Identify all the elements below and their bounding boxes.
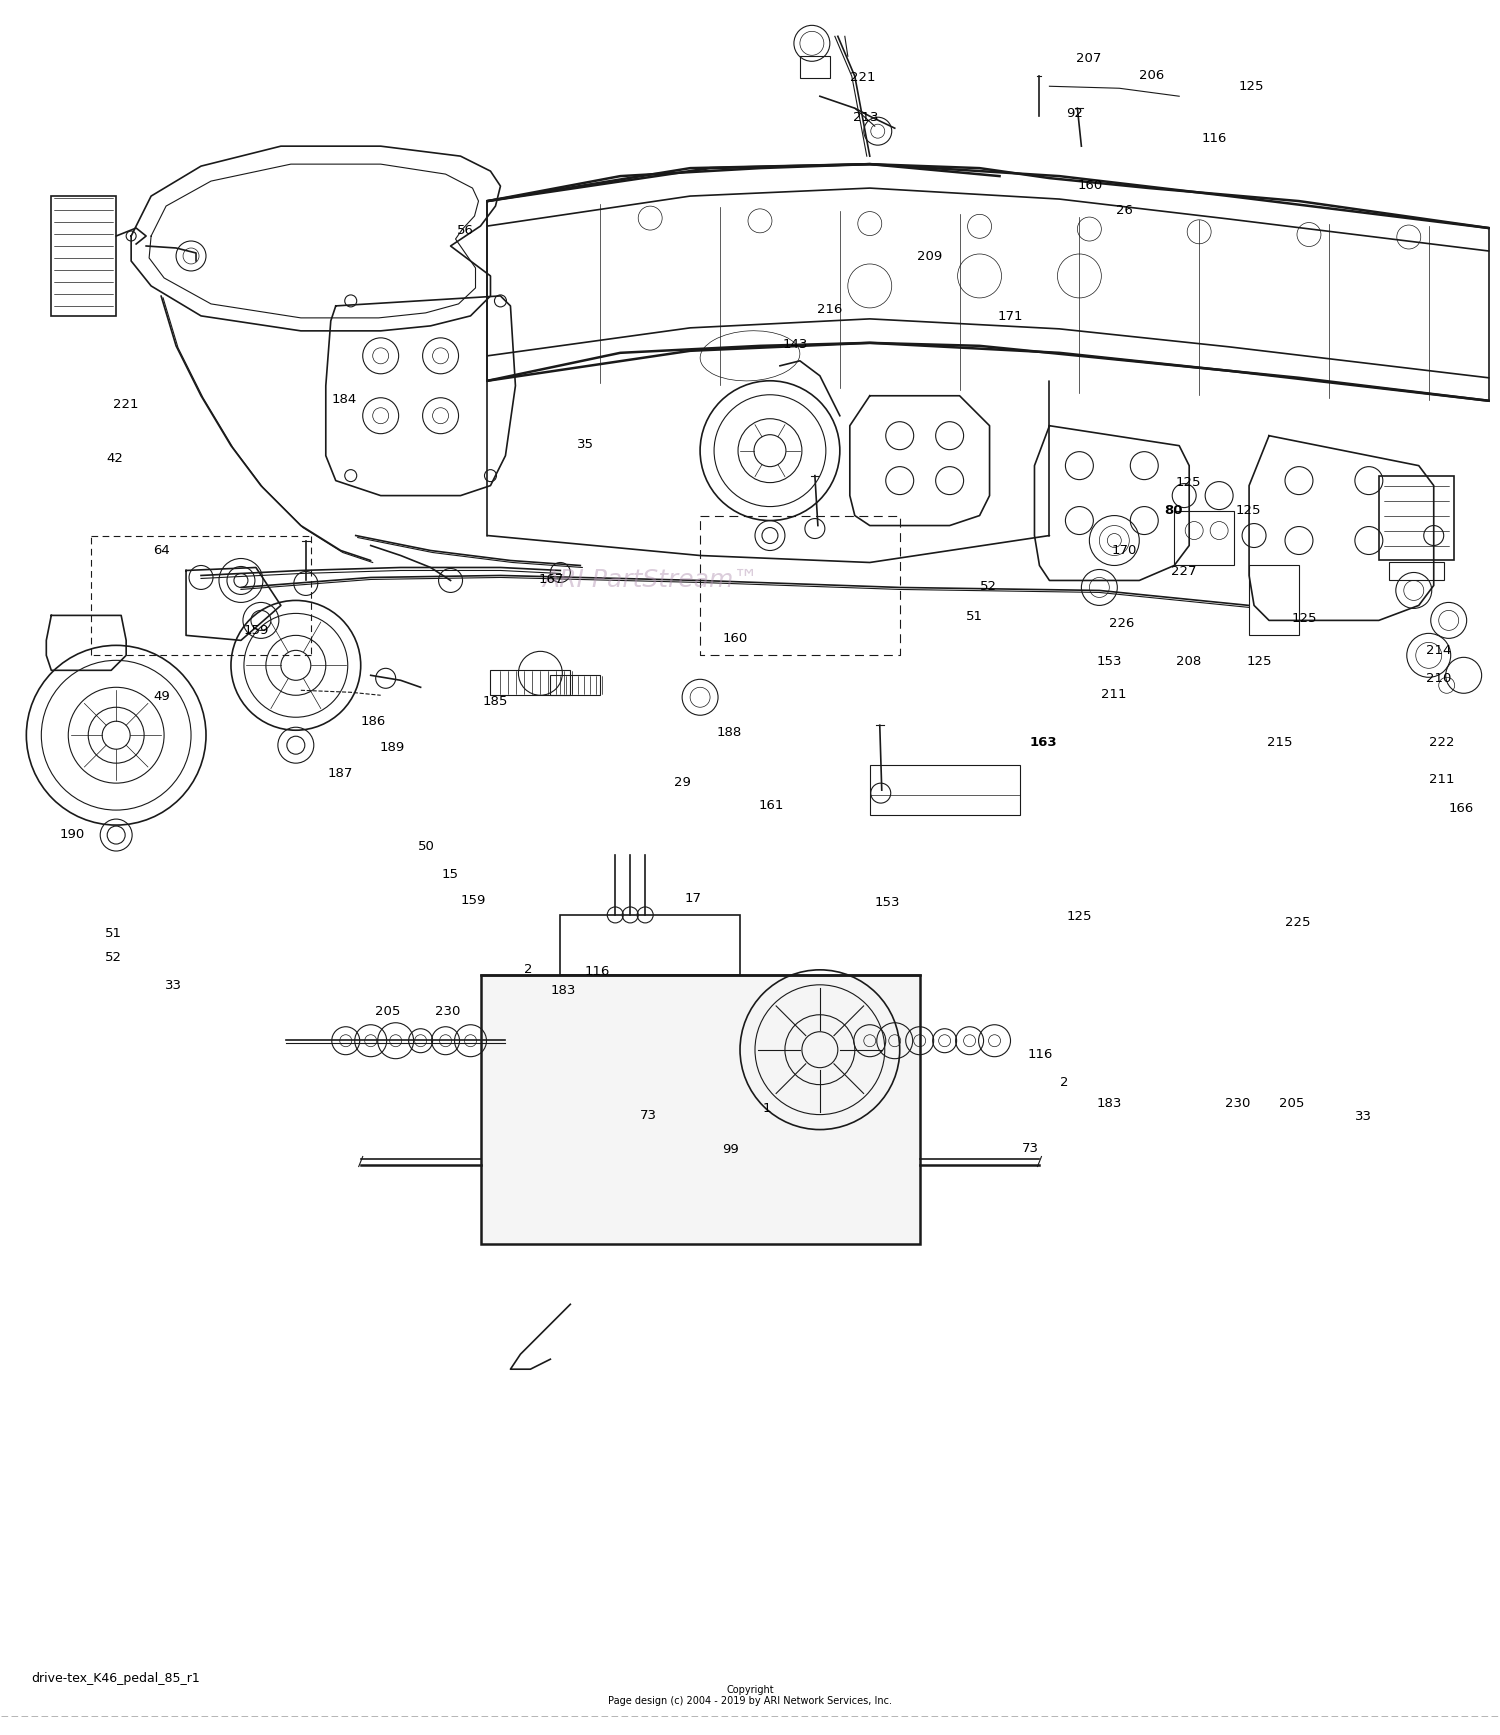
Text: 208: 208 <box>1176 654 1202 668</box>
Text: 205: 205 <box>1280 1097 1305 1110</box>
Text: 33: 33 <box>165 979 182 992</box>
Text: 73: 73 <box>1022 1142 1038 1154</box>
Text: 186: 186 <box>360 715 386 729</box>
Text: 230: 230 <box>1226 1097 1251 1110</box>
Text: 183: 183 <box>550 984 576 998</box>
Bar <box>490 670 570 696</box>
Text: 209: 209 <box>916 250 942 262</box>
Bar <box>51 196 116 316</box>
Bar <box>561 914 740 975</box>
Text: 183: 183 <box>1096 1097 1122 1110</box>
Text: 226: 226 <box>1108 616 1134 630</box>
Text: 159: 159 <box>243 623 268 637</box>
Text: 1: 1 <box>762 1102 771 1116</box>
Text: 207: 207 <box>1076 52 1101 64</box>
Text: 163: 163 <box>1029 736 1057 750</box>
Text: 92: 92 <box>1066 108 1083 120</box>
Text: 230: 230 <box>435 1005 460 1018</box>
Text: 52: 52 <box>105 951 122 965</box>
Text: 125: 125 <box>1292 611 1317 625</box>
Text: 51: 51 <box>966 609 982 623</box>
Bar <box>550 675 600 696</box>
Text: 185: 185 <box>483 694 508 708</box>
Bar <box>480 975 920 1244</box>
Text: 33: 33 <box>1356 1110 1372 1124</box>
Text: 80: 80 <box>1164 505 1184 517</box>
Bar <box>1174 510 1234 566</box>
Text: 29: 29 <box>674 776 692 789</box>
Text: 214: 214 <box>1426 644 1452 658</box>
Text: 161: 161 <box>759 798 783 812</box>
Text: 189: 189 <box>380 741 405 755</box>
Text: 171: 171 <box>998 311 1023 323</box>
Text: 221: 221 <box>849 71 874 83</box>
Text: 170: 170 <box>1112 545 1137 557</box>
Bar <box>1378 475 1454 560</box>
Text: 205: 205 <box>375 1005 400 1018</box>
Text: 15: 15 <box>442 868 459 881</box>
Text: 125: 125 <box>1236 505 1262 517</box>
Text: 153: 153 <box>1096 654 1122 668</box>
Text: 125: 125 <box>1176 477 1202 489</box>
Bar <box>870 765 1020 815</box>
Text: 125: 125 <box>1066 909 1092 923</box>
Text: 160: 160 <box>1077 179 1102 191</box>
Text: drive-tex_K46_pedal_85_r1: drive-tex_K46_pedal_85_r1 <box>32 1673 200 1685</box>
Text: 35: 35 <box>578 439 594 451</box>
Text: 159: 159 <box>460 894 486 907</box>
Text: 51: 51 <box>105 926 122 940</box>
Text: 211: 211 <box>1101 687 1126 701</box>
Text: 184: 184 <box>332 394 357 406</box>
Text: 116: 116 <box>1028 1048 1053 1062</box>
Text: 116: 116 <box>1202 132 1227 144</box>
Text: 166: 166 <box>1449 802 1474 815</box>
Bar <box>800 56 830 78</box>
Text: 227: 227 <box>1172 566 1197 578</box>
Text: 188: 188 <box>717 725 741 739</box>
Text: 211: 211 <box>1430 772 1455 786</box>
Text: 64: 64 <box>153 545 170 557</box>
Bar <box>1250 566 1299 635</box>
Text: ARI PartStream™: ARI PartStream™ <box>542 569 759 592</box>
Text: 160: 160 <box>723 632 747 645</box>
Text: 42: 42 <box>106 453 123 465</box>
Text: 56: 56 <box>458 224 474 236</box>
Bar <box>1389 562 1443 581</box>
Text: 225: 225 <box>1286 916 1311 930</box>
Text: 17: 17 <box>684 892 702 906</box>
Text: 206: 206 <box>1138 69 1164 82</box>
Text: 26: 26 <box>1116 205 1132 217</box>
Text: 190: 190 <box>58 828 84 841</box>
Text: 2: 2 <box>524 963 532 977</box>
Text: 221: 221 <box>112 399 138 411</box>
Text: 125: 125 <box>1246 654 1272 668</box>
Text: 52: 52 <box>980 581 996 593</box>
Text: 222: 222 <box>1430 736 1455 750</box>
Text: 125: 125 <box>1239 80 1264 92</box>
Text: 143: 143 <box>782 338 807 350</box>
Text: 167: 167 <box>538 574 564 586</box>
Text: 213: 213 <box>852 111 877 123</box>
Text: 153: 153 <box>874 895 900 909</box>
Text: 73: 73 <box>639 1109 657 1123</box>
Text: 216: 216 <box>816 304 842 316</box>
Text: 187: 187 <box>327 767 352 781</box>
Text: 99: 99 <box>722 1143 740 1156</box>
Text: 116: 116 <box>585 965 610 979</box>
Text: Copyright
Page design (c) 2004 - 2019 by ARI Network Services, Inc.: Copyright Page design (c) 2004 - 2019 by… <box>608 1685 892 1707</box>
Text: 50: 50 <box>419 840 435 854</box>
Text: 2: 2 <box>1060 1076 1068 1090</box>
Text: 49: 49 <box>153 689 170 703</box>
Text: 210: 210 <box>1426 671 1452 685</box>
Text: 215: 215 <box>1268 736 1293 750</box>
